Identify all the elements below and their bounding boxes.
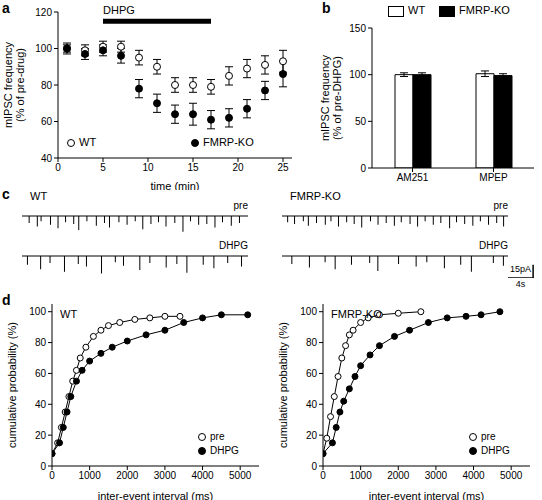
svg-text:60: 60 [41,116,53,127]
svg-text:2000: 2000 [116,470,139,481]
html-text:c: c [2,186,10,202]
svg-text:5: 5 [100,162,106,173]
svg-text:100: 100 [35,43,52,54]
svg-text:AM251: AM251 [397,172,429,183]
html-text:FMRP-KO: FMRP-KO [290,190,341,202]
svg-text:0: 0 [320,470,326,481]
html-text:pre: pre [210,431,225,442]
html-text:FMRP-KO: FMRP-KO [459,4,510,16]
svg-text:60: 60 [35,368,47,379]
html-text:(% of pre-DHPG): (% of pre-DHPG) [331,56,343,140]
html-text:DHPG: DHPG [219,240,248,251]
html-text:WT: WT [79,136,97,148]
svg-text:3000: 3000 [154,470,177,481]
svg-text:0: 0 [311,461,317,472]
svg-text:80: 80 [35,337,47,348]
svg-text:50: 50 [355,116,367,127]
html-text:b: b [322,0,331,16]
html-text:(% of pre-drug): (% of pre-drug) [14,48,26,122]
svg-text:60: 60 [306,368,318,379]
html-text:DHPG: DHPG [479,240,508,251]
svg-text:20: 20 [35,430,47,441]
html-text:FMRP-KO: FMRP-KO [331,308,382,320]
svg-text:0: 0 [360,163,366,174]
svg-text:inter-event interval (ms): inter-event interval (ms) [369,490,485,500]
html-text:cumulative probability (%): cumulative probability (%) [6,322,18,448]
svg-text:0: 0 [40,461,46,472]
svg-text:0: 0 [49,470,55,481]
svg-text:3000: 3000 [425,470,448,481]
svg-text:40: 40 [41,153,53,164]
svg-text:120: 120 [35,7,52,18]
svg-text:5000: 5000 [229,470,252,481]
svg-text:1000: 1000 [79,470,102,481]
html-text:pre: pre [493,200,508,211]
svg-text:100: 100 [349,69,366,80]
html-text:d: d [2,292,11,308]
html-text:FMRP-KO: FMRP-KO [203,136,254,148]
html-text:mIPSC frequency: mIPSC frequency [2,41,14,129]
svg-text:100: 100 [29,306,46,317]
html-text:15pA: 15pA [510,264,532,274]
svg-text:150: 150 [349,23,366,34]
html-text:pre: pre [233,200,248,211]
svg-text:5000: 5000 [500,470,523,481]
html-text:WT: WT [60,308,78,320]
html-text:cumulative probability (%): cumulative probability (%) [277,322,289,448]
svg-text:MPEP: MPEP [479,172,508,183]
html-text:pre: pre [481,431,496,442]
html-text:DHPG: DHPG [103,4,135,17]
html-text:a: a [2,0,10,16]
html-text:4s: 4s [515,279,526,289]
svg-text:20: 20 [232,162,244,173]
svg-text:25: 25 [277,162,289,173]
html-text:WT: WT [408,4,426,16]
svg-text:20: 20 [306,430,318,441]
svg-text:inter-event interval (ms): inter-event interval (ms) [98,490,214,500]
svg-text:10: 10 [142,162,154,173]
svg-text:80: 80 [306,337,318,348]
svg-text:0: 0 [55,162,61,173]
svg-text:4000: 4000 [191,470,214,481]
html-text:DHPG: DHPG [210,445,239,456]
html-text:mIPSC frequency: mIPSC frequency [319,54,331,142]
svg-text:4000: 4000 [462,470,485,481]
html-text:WT: WT [30,190,48,202]
svg-text:80: 80 [41,80,53,91]
svg-text:40: 40 [35,399,47,410]
svg-text:100: 100 [300,306,317,317]
svg-text:time (min): time (min) [151,180,200,190]
svg-text:15: 15 [187,162,199,173]
html-text:DHPG: DHPG [481,445,510,456]
svg-text:2000: 2000 [387,470,410,481]
svg-text:1000: 1000 [350,470,373,481]
svg-text:40: 40 [306,399,318,410]
